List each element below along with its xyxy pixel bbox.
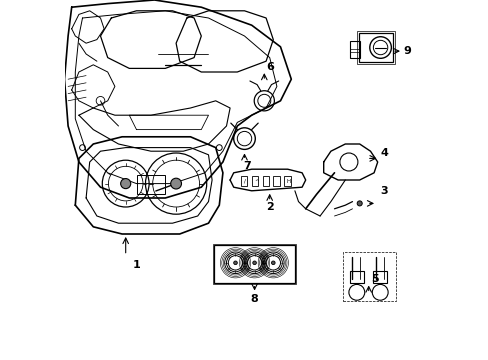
Bar	[273, 176, 279, 186]
Text: 6: 6	[266, 62, 274, 72]
Text: 1: 1	[132, 260, 140, 270]
Text: 3: 3	[380, 186, 387, 196]
Text: /: /	[243, 179, 245, 184]
Circle shape	[356, 201, 362, 206]
Bar	[284, 176, 290, 186]
Bar	[241, 176, 247, 186]
Text: ^: ^	[254, 179, 259, 184]
Text: H: H	[286, 179, 290, 184]
Circle shape	[121, 179, 130, 189]
Circle shape	[233, 261, 237, 265]
Bar	[213, 245, 294, 283]
Text: 9: 9	[403, 46, 410, 56]
Bar	[349, 271, 363, 283]
Text: 2: 2	[265, 202, 273, 212]
Text: 8: 8	[250, 294, 258, 304]
Bar	[373, 271, 386, 283]
Circle shape	[252, 261, 256, 265]
Bar	[212, 244, 295, 284]
Bar	[136, 175, 165, 194]
Bar	[356, 31, 394, 64]
Bar	[251, 176, 258, 186]
Bar	[343, 252, 395, 301]
Circle shape	[271, 261, 275, 265]
Text: 5: 5	[370, 274, 378, 284]
Text: 4: 4	[380, 148, 387, 158]
Bar	[358, 33, 392, 62]
Bar	[262, 176, 268, 186]
Circle shape	[170, 178, 181, 189]
Bar	[349, 41, 359, 58]
Text: 7: 7	[243, 161, 251, 171]
